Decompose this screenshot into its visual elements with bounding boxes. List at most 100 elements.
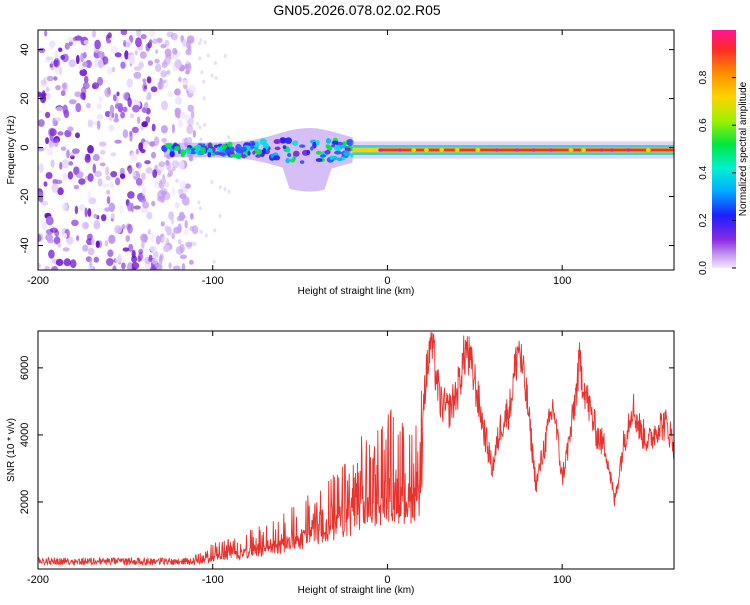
heatmap-cell	[135, 105, 140, 110]
heatmap-cell	[64, 129, 72, 138]
heatmap-cell	[52, 117, 56, 127]
heatmap-cell	[286, 148, 291, 153]
heatmap-cell	[167, 90, 174, 98]
colorbar-tick-label: 0.0	[698, 261, 709, 275]
heatmap-x-tick-label: 100	[553, 275, 571, 287]
snr-y-axis-label: SNR (10 * v/v)	[6, 418, 17, 482]
heatmap-cell	[74, 35, 83, 41]
heatmap-cell	[122, 106, 128, 113]
heatmap-cell	[255, 154, 261, 158]
heatmap-cell	[145, 116, 151, 123]
heatmap-cell	[58, 47, 63, 53]
heatmap-cell	[111, 66, 116, 73]
heatmap-cell	[285, 137, 292, 145]
heatmap-cell	[154, 136, 160, 147]
heatmap-cell	[109, 112, 113, 122]
heatmap-cell	[273, 139, 282, 144]
heatmap-x-tick-label: 0	[384, 275, 390, 287]
heatmap-cell	[93, 58, 99, 68]
heatmap-cell	[155, 235, 161, 245]
heatmap-cell	[299, 160, 305, 164]
heatmap-cell	[198, 41, 202, 46]
heatmap-cell	[75, 132, 80, 139]
heatmap-y-tick-label: -40	[19, 238, 31, 254]
heatmap-cell	[182, 80, 189, 86]
heatmap-cell	[227, 189, 231, 194]
heatmap-cell	[132, 171, 137, 177]
heatmap-cell	[171, 186, 175, 196]
heatmap-cell	[116, 91, 120, 97]
heatmap-cell	[75, 54, 80, 65]
heatmap-cell	[43, 76, 47, 85]
heatmap-x-tick-label: -200	[27, 275, 49, 287]
heatmap-cell	[147, 229, 151, 235]
heatmap-x-axis-label: Height of straight line (km)	[298, 286, 415, 297]
heatmap-cell	[179, 243, 185, 253]
heatmap-cell	[145, 107, 151, 115]
heatmap-cell	[223, 187, 227, 192]
snr-series-line	[38, 332, 674, 567]
heatmap-cell	[51, 183, 59, 193]
heatmap-cell	[171, 123, 175, 134]
heatmap-cell	[165, 160, 170, 166]
heatmap-cell	[182, 38, 187, 48]
heatmap-cell	[50, 159, 55, 168]
heatmap-cell	[162, 178, 167, 185]
heatmap-cell	[320, 154, 326, 158]
heatmap-cell	[142, 82, 148, 92]
heatmap-cell	[102, 183, 110, 188]
heatmap-cell	[106, 39, 112, 44]
heatmap-cell	[55, 258, 64, 266]
heatmap-frame	[37, 29, 675, 271]
heatmap-cell	[270, 153, 274, 159]
heatmap-cell	[325, 138, 332, 144]
heatmap-cell	[174, 59, 182, 69]
heatmap-cell	[100, 149, 106, 155]
heatmap-cell	[177, 223, 182, 234]
heatmap-cell	[306, 149, 311, 156]
heatmap-cell	[142, 186, 147, 197]
heatmap-cell	[119, 173, 126, 180]
heatmap-cell	[183, 228, 189, 236]
heatmap-cell	[177, 188, 184, 195]
heatmap-cell	[164, 48, 172, 57]
heatmap-cell	[144, 102, 149, 109]
heatmap-cell	[92, 163, 97, 174]
heatmap-cell	[138, 142, 144, 152]
heatmap-cell	[130, 152, 138, 162]
heatmap-cell	[105, 175, 111, 181]
heatmap-cell	[166, 226, 172, 236]
heatmap-cell	[122, 92, 129, 101]
heatmap-cell	[99, 141, 107, 147]
heatmap-cell	[134, 128, 138, 133]
heatmap-cell	[212, 259, 216, 264]
heatmap-cell	[326, 145, 333, 152]
heatmap-cell	[299, 144, 306, 148]
heatmap-cell	[174, 145, 180, 152]
heatmap-cell	[45, 111, 51, 119]
heatmap-cell	[139, 51, 147, 59]
heatmap-cell	[342, 141, 347, 147]
heatmap-cell	[216, 146, 221, 151]
heatmap-cell	[198, 56, 202, 61]
heatmap-cell	[198, 125, 202, 130]
heatmap-cell	[192, 130, 196, 138]
heatmap-cell	[67, 171, 74, 180]
heatmap-cell	[86, 233, 93, 241]
heatmap-cell	[57, 131, 64, 136]
heatmap-cell	[60, 54, 66, 60]
heatmap-cell	[129, 132, 133, 142]
heatmap-cell	[186, 39, 191, 50]
heatmap-cell	[45, 86, 50, 92]
heatmap-cell	[181, 263, 186, 270]
heatmap-cell	[47, 148, 53, 156]
heatmap-cell	[99, 162, 106, 167]
heatmap-cell	[87, 247, 95, 256]
heatmap-cell	[106, 196, 111, 205]
heatmap-cell	[171, 232, 175, 240]
heatmap-cell	[131, 255, 138, 263]
heatmap-cell	[168, 262, 172, 269]
heatmap-cell	[218, 214, 222, 219]
heatmap-cell	[226, 135, 230, 140]
